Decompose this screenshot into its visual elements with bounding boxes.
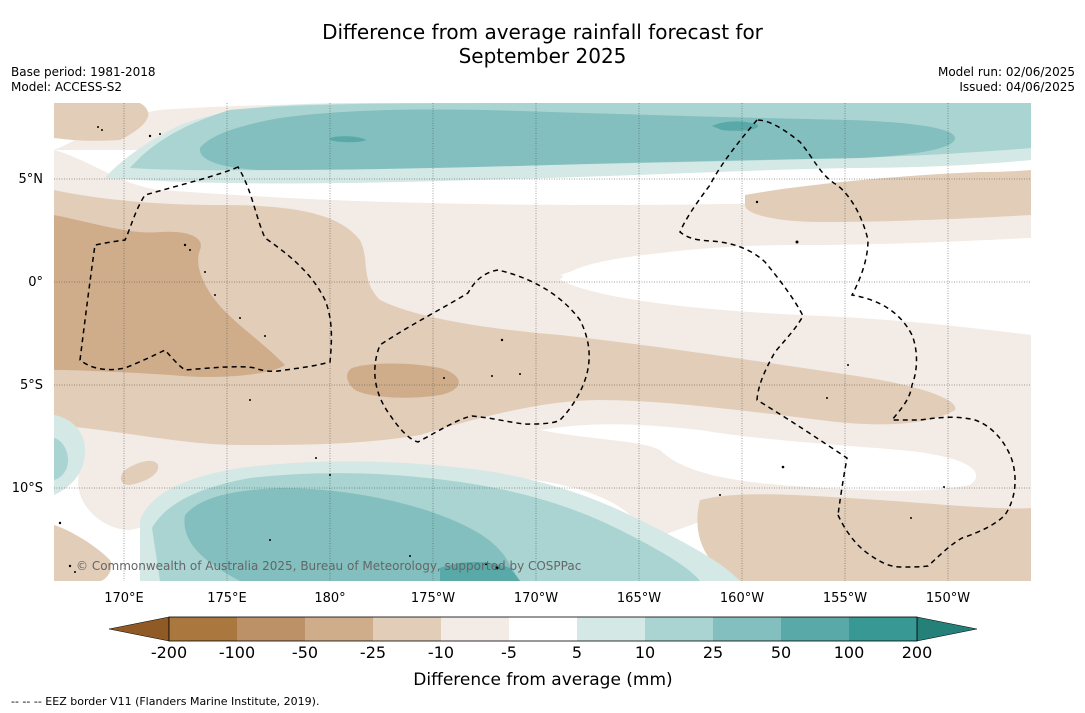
colorbar-frame (168, 616, 918, 642)
title-line-1: Difference from average rainfall forecas… (322, 20, 763, 44)
region-wet-north-core (712, 121, 759, 131)
colorbar-tick-11: 100 (834, 643, 865, 662)
map-title: Difference from average rainfall forecas… (0, 20, 1085, 68)
region-near-normal-3 (560, 238, 1031, 330)
lon-label-180: 180° (314, 591, 345, 606)
lat-label-5s: 5°S (20, 378, 43, 393)
islands (58, 126, 945, 573)
lat-label-5n: 5°N (19, 172, 44, 187)
colorbar-tick-3: -50 (292, 643, 318, 662)
region-wet-north-core-2 (330, 136, 366, 143)
copyright-notice: © Commonwealth of Australia 2025, Bureau… (76, 559, 581, 573)
colorbar-tick-12: 200 (902, 643, 933, 662)
lon-label-150w: 150°W (926, 591, 970, 606)
eez-border-east-north (679, 119, 848, 516)
colorbar: -200 -100 -50 -25 -10 -5 5 10 25 50 100 … (108, 616, 978, 690)
region-wet-south-core (440, 562, 520, 581)
region-wet-north-inner (199, 109, 955, 170)
region-drier-central (347, 363, 459, 398)
map-plot-area: © Commonwealth of Australia 2025, Bureau… (54, 103, 1031, 581)
lon-label-160w: 160°W (720, 591, 764, 606)
lon-label-175e: 175°E (207, 591, 247, 606)
colorbar-segment-7 (577, 617, 645, 641)
lat-label-0: 0° (28, 275, 43, 290)
lon-label-175w: 175°W (411, 591, 455, 606)
model-name: Model: ACCESS-S2 (11, 80, 123, 94)
colorbar-tick-7: 5 (572, 643, 582, 662)
eez-borders (79, 119, 1016, 568)
colorbar-under-arrow (108, 616, 170, 642)
gridlines (54, 103, 1031, 581)
lon-label-155w: 155°W (823, 591, 867, 606)
region-dry-east (745, 170, 1031, 222)
colorbar-tick-4: -25 (360, 643, 386, 662)
colorbar-tick-9: 25 (703, 643, 723, 662)
lon-label-170e: 170°E (104, 591, 144, 606)
latitude-labels: 5°N 0° 5°S 10°S (12, 172, 43, 496)
model-run: Model run: 02/06/2025 (937, 65, 1075, 79)
region-near-normal-5 (540, 424, 977, 491)
lon-label-170w: 170°W (514, 591, 558, 606)
lat-label-10s: 10°S (12, 481, 43, 496)
region-dry-spot (120, 460, 159, 485)
colorbar-segment-1 (169, 617, 237, 641)
eez-border-central (374, 269, 590, 443)
colorbar-title: Difference from average (mm) (413, 670, 672, 690)
colorbar-segment-11 (849, 617, 917, 641)
title-line-2: September 2025 (458, 44, 627, 68)
colorbar-over-arrow (916, 616, 978, 642)
colorbar-segment-3 (305, 617, 373, 641)
colorbar-tick-2: -100 (219, 643, 255, 662)
colorbar-tick-8: 10 (635, 643, 655, 662)
colorbar-segment-8 (645, 617, 713, 641)
region-dry-southeast (697, 494, 1031, 581)
colorbar-segment-4 (373, 617, 441, 641)
lon-label-165w: 165°W (617, 591, 661, 606)
longitude-labels: 170°E 175°E 180° 175°W 170°W 165°W 160°W… (104, 591, 970, 606)
region-wet-west-inner (54, 438, 68, 480)
eez-legend: -- -- -- EEZ border V11 (Flanders Marine… (11, 695, 320, 708)
issued-date: Issued: 04/06/2025 (959, 80, 1075, 94)
colorbar-segment-10 (781, 617, 849, 641)
region-wet-south-inner (184, 488, 520, 581)
base-period: Base period: 1981-2018 (11, 65, 156, 79)
meta-right: Model run: 02/06/2025 Issued: 04/06/2025 (938, 65, 1075, 95)
colorbar-tick-6: -5 (501, 643, 517, 662)
colorbar-tick-1: -200 (151, 643, 187, 662)
eez-border-east-south (756, 119, 1016, 568)
region-dry-north (54, 103, 149, 141)
region-dry-band (54, 190, 956, 445)
colorbar-tick-10: 50 (771, 643, 791, 662)
colorbar-segment-9 (713, 617, 781, 641)
colorbar-tick-5: -10 (428, 643, 454, 662)
colorbar-segment-6 (509, 617, 577, 641)
meta-left: Base period: 1981-2018 Model: ACCESS-S2 (11, 65, 156, 95)
region-dry-southwest (54, 525, 112, 581)
colorbar-segment-5 (441, 617, 509, 641)
colorbar-segment-2 (237, 617, 305, 641)
eez-border-west (79, 166, 333, 373)
